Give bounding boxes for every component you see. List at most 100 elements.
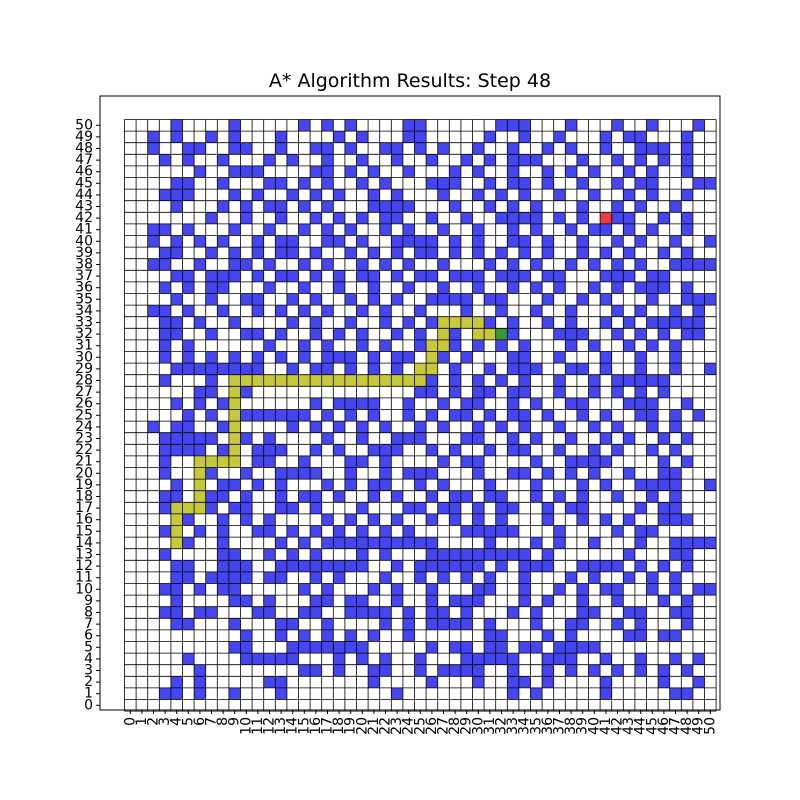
wall-cell	[356, 432, 369, 445]
wall-cell	[588, 223, 601, 236]
wall-cell	[275, 479, 287, 491]
wall-cell	[704, 583, 717, 596]
wall-cell	[344, 363, 357, 375]
wall-cell	[263, 653, 276, 665]
wall-cell	[576, 397, 589, 410]
wall-cell	[600, 583, 612, 596]
wall-cell	[576, 154, 589, 166]
wall-cell	[565, 397, 577, 410]
wall-cell	[368, 664, 380, 677]
wall-cell	[310, 525, 322, 538]
path-cell	[217, 455, 229, 468]
wall-cell	[356, 258, 369, 271]
wall-cell	[669, 235, 682, 248]
wall-cell	[240, 467, 253, 480]
wall-cell	[530, 479, 543, 491]
wall-cell	[437, 281, 450, 294]
y-tick-label: 16	[75, 512, 93, 528]
wall-cell	[414, 653, 427, 665]
wall-cell	[507, 351, 519, 364]
wall-cell	[611, 305, 624, 317]
wall-cell	[228, 316, 241, 329]
wall-cell	[553, 374, 566, 387]
path-cell	[356, 374, 369, 387]
wall-cell	[240, 328, 253, 340]
wall-cell	[588, 664, 601, 677]
wall-cell	[460, 595, 473, 607]
x-tick-label: 35	[528, 717, 544, 735]
wall-cell	[286, 247, 299, 259]
path-cell	[228, 444, 241, 456]
wall-cell	[356, 595, 369, 607]
wall-cell	[669, 583, 682, 596]
wall-cell	[692, 177, 705, 190]
y-tick-label: 29	[75, 361, 93, 377]
wall-cell	[321, 258, 334, 271]
wall-cell	[495, 212, 508, 224]
wall-cell	[170, 200, 183, 213]
wall-cell	[460, 455, 473, 468]
path-cell	[170, 525, 183, 538]
wall-cell	[600, 432, 612, 445]
wall-cell	[170, 421, 183, 433]
wall-cell	[692, 328, 705, 340]
wall-cell	[460, 571, 473, 584]
wall-cell	[484, 258, 496, 271]
wall-cell	[402, 397, 415, 410]
wall-cell	[472, 467, 485, 480]
wall-cell	[623, 606, 635, 619]
wall-cell	[310, 293, 322, 306]
wall-cell	[437, 502, 450, 514]
wall-cell	[286, 235, 299, 248]
wall-cell	[414, 270, 427, 282]
path-cell	[194, 455, 206, 468]
wall-cell	[333, 525, 345, 538]
wall-cell	[298, 537, 311, 549]
y-tick-label: 42	[75, 210, 93, 226]
wall-cell	[159, 281, 171, 294]
wall-cell	[611, 595, 624, 607]
wall-cell	[310, 270, 322, 282]
wall-cell	[426, 560, 438, 572]
wall-cell	[681, 664, 693, 677]
wall-cell	[182, 560, 195, 572]
wall-cell	[484, 571, 496, 584]
wall-cell	[658, 432, 670, 445]
y-tick-label: 26	[75, 396, 93, 412]
wall-cell	[623, 432, 635, 445]
wall-cell	[414, 664, 427, 677]
wall-cell	[437, 293, 450, 306]
wall-cell	[368, 363, 380, 375]
wall-cell	[321, 154, 334, 166]
wall-cell	[217, 571, 229, 584]
wall-cell	[379, 200, 392, 213]
wall-cell	[426, 583, 438, 596]
y-tick-label: 22	[75, 442, 93, 458]
wall-cell	[344, 165, 357, 178]
wall-cell	[310, 595, 322, 607]
wall-cell	[646, 571, 659, 584]
wall-cell	[263, 455, 276, 468]
wall-cell	[194, 606, 206, 619]
wall-cell	[681, 316, 693, 329]
path-cell	[194, 467, 206, 480]
wall-cell	[391, 687, 403, 700]
wall-cell	[263, 223, 276, 236]
path-cell	[437, 316, 450, 329]
wall-cell	[194, 316, 206, 329]
wall-cell	[588, 281, 601, 294]
wall-cell	[518, 444, 531, 456]
wall-cell	[217, 200, 229, 213]
wall-cell	[449, 270, 461, 282]
x-tick-label: 48	[679, 717, 695, 735]
wall-cell	[298, 490, 311, 503]
wall-cell	[634, 618, 647, 630]
wall-cell	[217, 421, 229, 433]
wall-cell	[472, 421, 485, 433]
wall-cell	[391, 200, 403, 213]
y-tick-label: 41	[75, 222, 93, 238]
y-tick-label: 46	[75, 164, 93, 180]
wall-cell	[182, 339, 195, 352]
wall-cell	[460, 548, 473, 561]
wall-cell	[252, 305, 264, 317]
